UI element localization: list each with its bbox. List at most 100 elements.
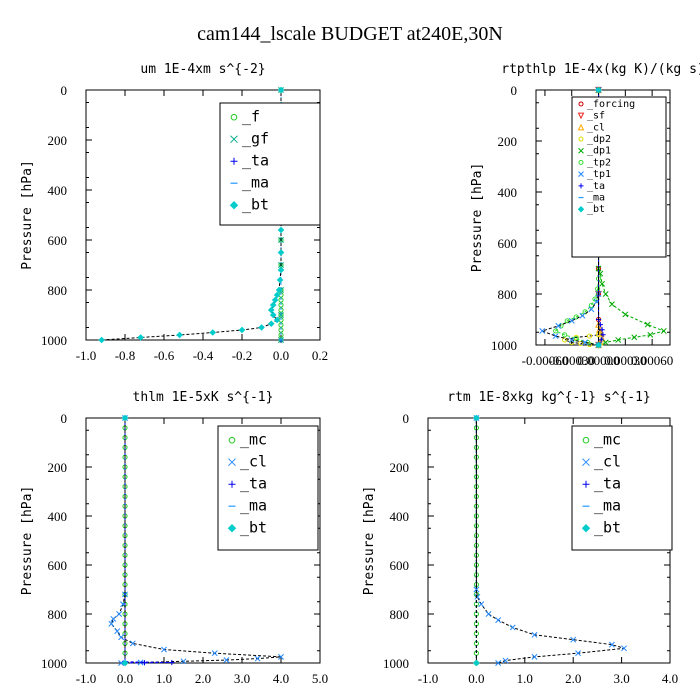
data-point bbox=[161, 646, 167, 653]
data-point bbox=[600, 332, 606, 338]
legend-label: _cl bbox=[240, 453, 267, 471]
legend-label: _bt bbox=[594, 519, 621, 537]
x-tick-label: 1.0 bbox=[517, 671, 533, 686]
series-bt bbox=[473, 414, 480, 667]
data-point bbox=[555, 322, 562, 329]
data-point bbox=[660, 328, 667, 334]
legend-marker bbox=[581, 523, 591, 533]
legend-marker bbox=[578, 183, 584, 189]
x-tick-label: 5.0 bbox=[312, 671, 328, 686]
y-tick-label: 0 bbox=[61, 411, 68, 426]
legend-marker bbox=[228, 436, 236, 444]
panel-title: thlm 1E-5xK s^{-1} bbox=[133, 390, 274, 405]
legend-marker bbox=[230, 157, 238, 165]
x-tick-label: 3.0 bbox=[613, 671, 629, 686]
legend-marker bbox=[230, 113, 238, 121]
data-point bbox=[238, 326, 246, 334]
data-point bbox=[598, 337, 604, 343]
y-tick-label: 600 bbox=[48, 558, 68, 573]
x-tick-label: 0.0 bbox=[117, 671, 133, 686]
data-point bbox=[114, 628, 121, 635]
data-point bbox=[121, 659, 129, 667]
y-tick-label: 1000 bbox=[383, 656, 409, 671]
data-point bbox=[575, 650, 581, 657]
data-point bbox=[211, 650, 218, 657]
y-tick-label: 0 bbox=[511, 83, 518, 98]
data-point bbox=[539, 328, 546, 334]
y-tick-label: 600 bbox=[498, 236, 518, 251]
data-point bbox=[485, 611, 492, 617]
y-tick-label: 800 bbox=[48, 283, 68, 298]
x-tick-label: 0.00060 bbox=[631, 353, 673, 368]
panel-title: rtm 1E-8xkg kg^{-1} s^{-1} bbox=[447, 390, 651, 405]
legend-label: _ta bbox=[240, 475, 267, 493]
legend: _forcing_sf_cl_dp2_dp1_tp2_tp1_ta_ma_bt bbox=[571, 96, 667, 258]
data-point bbox=[621, 645, 627, 652]
data-point bbox=[615, 336, 622, 343]
legend-label: _ma bbox=[594, 497, 621, 515]
y-tick-label: 200 bbox=[48, 133, 68, 148]
y-tick-label: 800 bbox=[390, 607, 410, 622]
data-point bbox=[473, 586, 480, 593]
y-tick-label: 200 bbox=[48, 460, 68, 475]
data-point bbox=[531, 653, 538, 660]
x-tick-label: -1.0 bbox=[76, 348, 97, 363]
legend-label: _cl bbox=[594, 453, 621, 471]
y-tick-label: 1000 bbox=[491, 338, 517, 353]
legend-marker bbox=[577, 123, 585, 131]
legend-label: _mc bbox=[594, 431, 621, 449]
series-line bbox=[598, 90, 666, 346]
series-dp1 bbox=[595, 87, 667, 348]
data-point bbox=[608, 641, 615, 648]
data-point bbox=[223, 657, 230, 664]
legend-label: _bt bbox=[242, 196, 269, 214]
x-tick-label: -0.8 bbox=[115, 348, 136, 363]
legend-marker bbox=[582, 480, 590, 488]
data-point bbox=[273, 291, 281, 299]
x-tick-label: 0.0 bbox=[273, 348, 289, 363]
y-tick-label: 400 bbox=[48, 183, 68, 198]
y-tick-label: 0 bbox=[403, 411, 410, 426]
legend-marker bbox=[578, 171, 584, 177]
series-bt bbox=[121, 414, 129, 667]
data-point bbox=[110, 615, 117, 622]
data-point bbox=[121, 414, 129, 422]
data-point bbox=[278, 653, 284, 660]
legend-label: _dp1 bbox=[587, 146, 611, 157]
x-tick-label: -0.00030 bbox=[548, 353, 595, 368]
y-tick-label: 800 bbox=[498, 287, 518, 302]
data-point bbox=[602, 339, 609, 346]
data-point bbox=[473, 659, 480, 667]
legend-label: _tp1 bbox=[587, 169, 611, 180]
legend-marker bbox=[582, 458, 590, 467]
legend-marker bbox=[578, 159, 584, 165]
data-point bbox=[587, 333, 593, 339]
x-tick-label: -0.6 bbox=[154, 348, 175, 363]
legend-marker bbox=[229, 200, 239, 210]
y-tick-label: 0 bbox=[61, 83, 68, 98]
legend-label: _bt bbox=[587, 204, 605, 215]
data-point bbox=[277, 86, 285, 94]
legend-label: _gf bbox=[242, 130, 269, 148]
chart-panel-3: thlm 1E-5xK s^{-1} 0 200 400 600 800 1000 Press… bbox=[20, 390, 328, 686]
data-point bbox=[176, 331, 183, 339]
y-axis-label: Pressure [hPa] bbox=[20, 160, 35, 270]
data-point bbox=[495, 660, 502, 666]
series-cl bbox=[473, 415, 627, 666]
legend-marker bbox=[578, 136, 584, 142]
data-point bbox=[277, 249, 285, 256]
x-tick-label: 2.0 bbox=[565, 671, 581, 686]
data-point bbox=[588, 302, 594, 309]
data-point bbox=[647, 331, 654, 338]
data-point bbox=[141, 660, 148, 666]
panel-title: um 1E-4xm s^{-2} bbox=[140, 62, 265, 77]
x-tick-label: 3.0 bbox=[234, 671, 250, 686]
y-tick-label: 800 bbox=[48, 607, 68, 622]
legend: _mc _cl _ta _ma _bt bbox=[571, 425, 673, 551]
data-point bbox=[267, 320, 275, 328]
data-point bbox=[129, 640, 136, 647]
y-tick-label: 400 bbox=[48, 509, 68, 524]
series-line bbox=[540, 90, 600, 346]
data-point bbox=[258, 324, 265, 331]
